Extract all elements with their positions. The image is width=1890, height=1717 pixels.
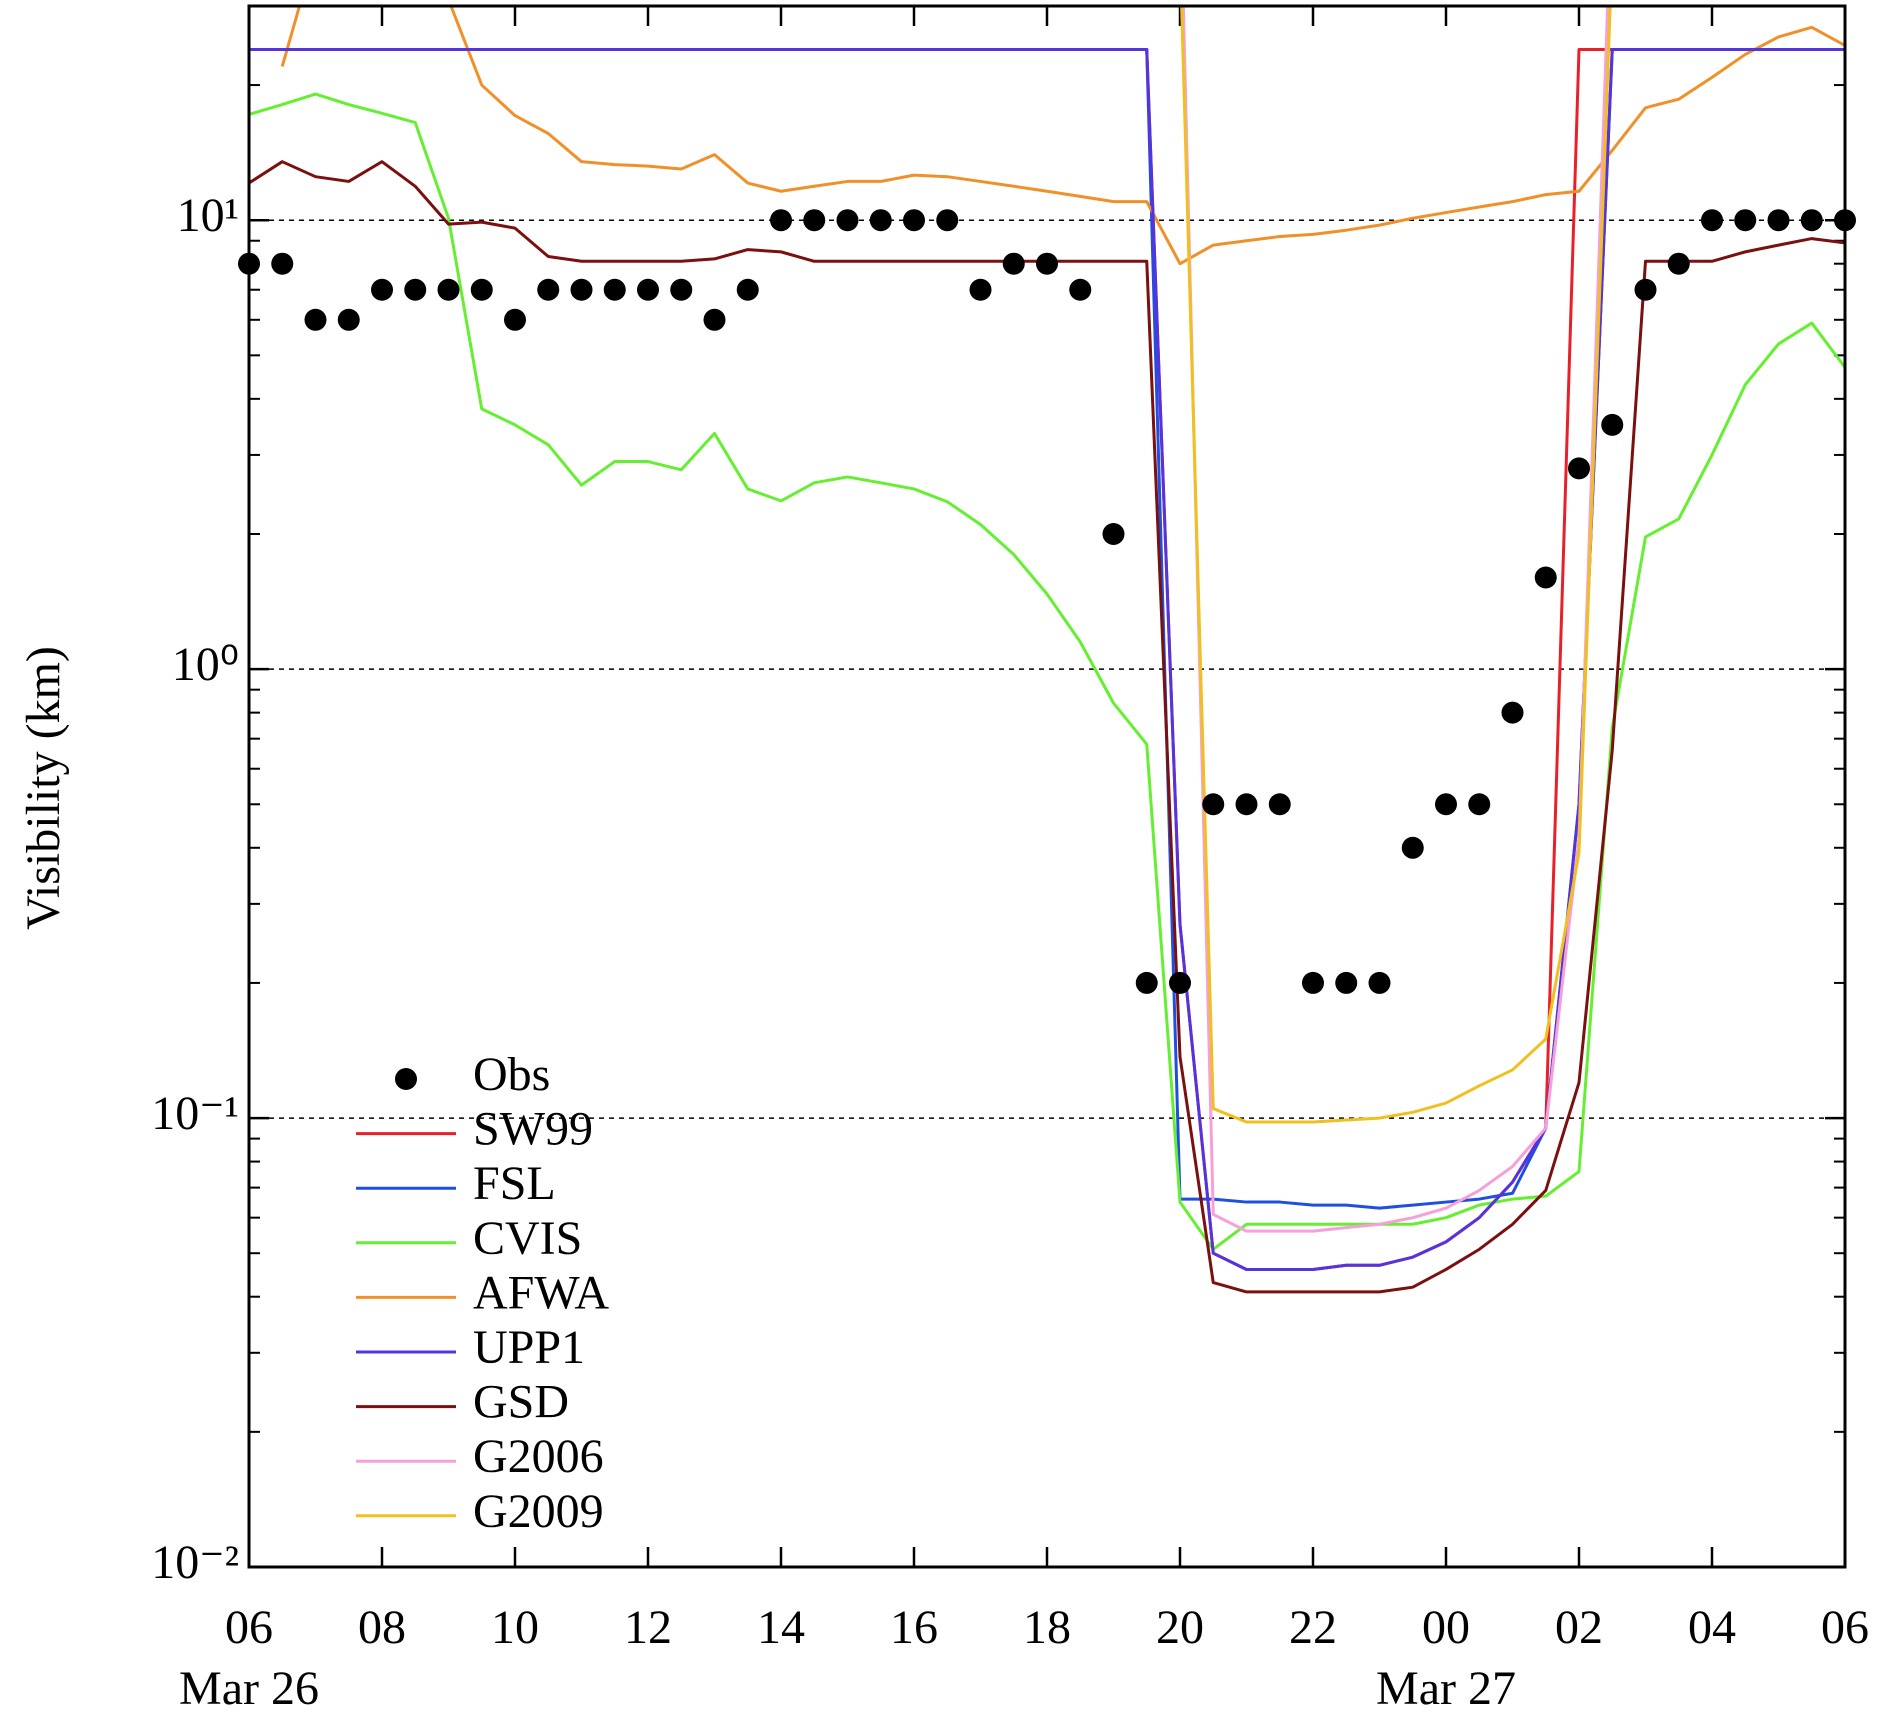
date-label: Mar 26 — [179, 1662, 319, 1715]
obs-point — [1202, 793, 1225, 816]
obs-point — [703, 308, 726, 331]
x-tick-label: 20 — [1156, 1601, 1204, 1654]
obs-point — [1002, 252, 1025, 275]
obs-point — [504, 308, 526, 331]
obs-point — [869, 209, 892, 232]
obs-point — [969, 278, 992, 301]
obs-point — [1534, 566, 1557, 589]
legend-label: UPP1 — [473, 1321, 585, 1374]
obs-point — [1135, 971, 1158, 994]
obs-point — [1268, 793, 1291, 816]
legend-label: AFWA — [473, 1266, 609, 1319]
y-axis-label: Visibility (km) — [17, 646, 70, 930]
x-tick-label: 06 — [225, 1601, 273, 1654]
x-tick-label: 04 — [1688, 1601, 1736, 1654]
obs-point — [1501, 701, 1524, 724]
obs-point — [470, 278, 493, 301]
obs-point — [1335, 971, 1358, 994]
date-label: Mar 27 — [1376, 1662, 1516, 1715]
obs-point — [1734, 209, 1757, 232]
obs-point — [371, 278, 393, 301]
obs-point — [770, 209, 792, 232]
obs-point — [670, 278, 693, 301]
obs-point — [437, 278, 460, 301]
obs-point — [337, 308, 360, 331]
obs-point — [304, 308, 327, 331]
obs-point — [1401, 836, 1424, 859]
x-tick-label: 14 — [757, 1601, 805, 1654]
obs-point — [1235, 793, 1258, 816]
legend-label: FSL — [473, 1157, 556, 1210]
obs-point — [404, 278, 427, 301]
obs-point — [603, 278, 626, 301]
obs-point — [537, 278, 560, 301]
obs-point — [637, 278, 659, 301]
obs-point — [936, 209, 959, 232]
legend-label: GSD — [473, 1376, 569, 1429]
y-tick-label: 10⁰ — [172, 638, 239, 691]
obs-point — [836, 209, 859, 232]
legend-label: SW99 — [473, 1103, 593, 1156]
obs-point — [1036, 252, 1058, 275]
x-tick-label: 16 — [890, 1601, 938, 1654]
obs-point — [271, 252, 294, 275]
x-tick-label: 08 — [358, 1601, 406, 1654]
obs-point — [803, 209, 826, 232]
obs-point — [1667, 252, 1690, 275]
series-line — [249, 92, 1845, 1251]
obs-point — [1468, 793, 1491, 816]
obs-point — [1368, 971, 1391, 994]
legend-marker — [395, 1068, 417, 1090]
obs-point — [1800, 209, 1823, 232]
legend-label: Obs — [473, 1048, 550, 1101]
y-tick-label: 10¹ — [177, 189, 239, 242]
y-tick-label: 10⁻¹ — [151, 1087, 239, 1140]
obs-point — [903, 209, 925, 232]
x-tick-label: 02 — [1555, 1601, 1603, 1654]
obs-point — [1568, 457, 1590, 480]
obs-point — [1601, 413, 1624, 436]
plot-area — [249, 6, 1845, 1294]
legend-label: CVIS — [473, 1212, 582, 1265]
legend-label: G2006 — [473, 1430, 604, 1483]
obs-point — [1634, 278, 1657, 301]
obs-point — [1302, 971, 1324, 994]
x-tick-label: 10 — [491, 1601, 539, 1654]
obs-point — [1169, 971, 1191, 994]
obs-point — [1767, 209, 1790, 232]
obs-point — [1069, 278, 1092, 301]
series-line — [280, 6, 1845, 266]
x-tick-label: 18 — [1023, 1601, 1071, 1654]
series-line — [1180, 6, 1612, 1124]
x-tick-label: 00 — [1422, 1601, 1470, 1654]
plot-frame — [247, 4, 1847, 1569]
x-tick-label: 12 — [624, 1601, 672, 1654]
x-tick-label: 06 — [1821, 1601, 1869, 1654]
obs-point — [1102, 522, 1125, 545]
obs-point — [1701, 209, 1723, 232]
x-tick-label: 22 — [1289, 1601, 1337, 1654]
obs-point — [736, 278, 759, 301]
legend-label: G2009 — [473, 1485, 604, 1538]
y-tick-label: 10⁻² — [151, 1536, 239, 1589]
obs-point — [570, 278, 593, 301]
obs-point — [1435, 793, 1457, 816]
